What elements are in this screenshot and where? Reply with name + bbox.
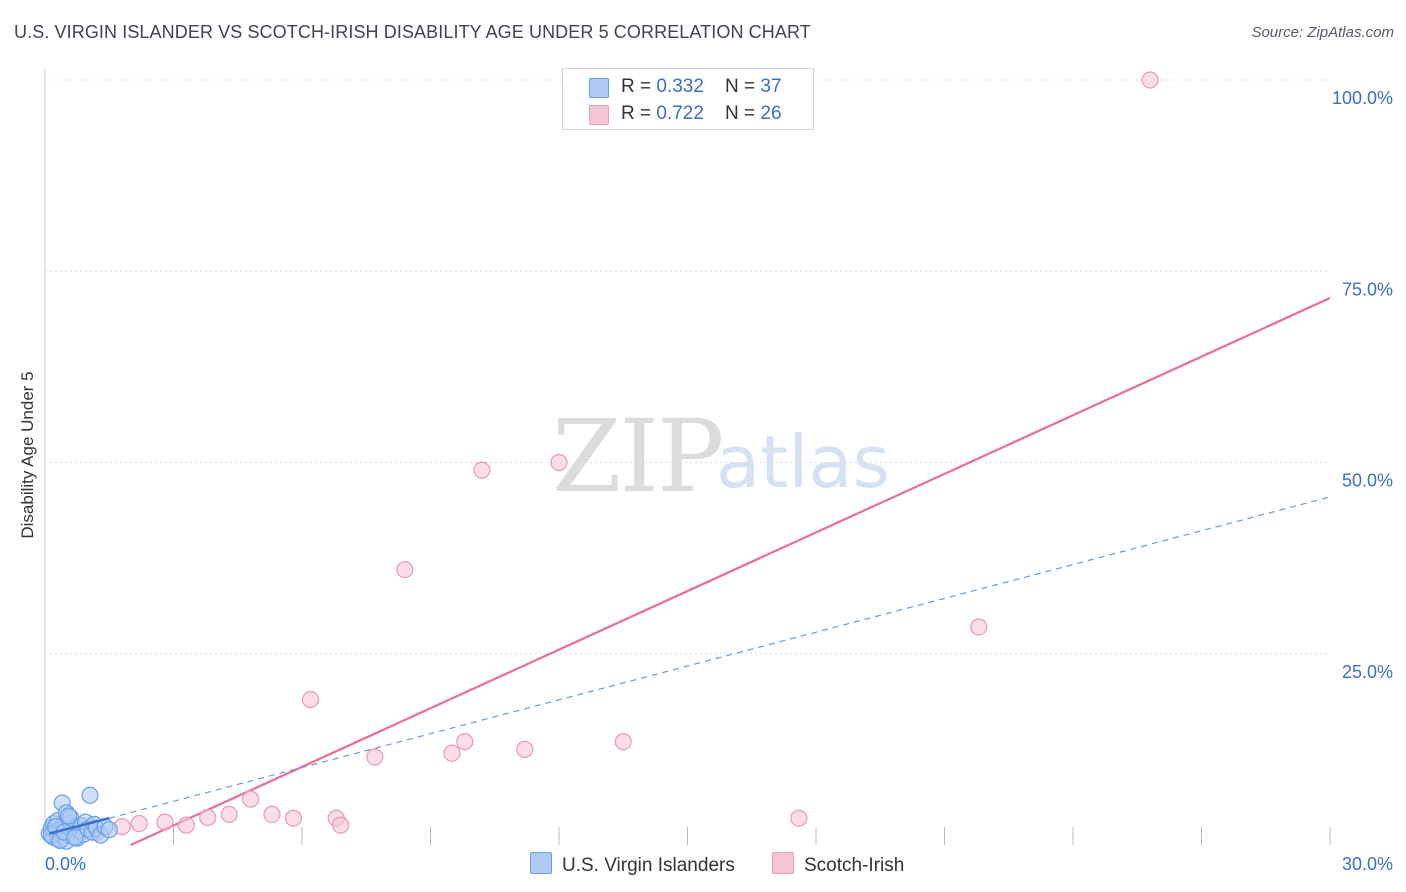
bottom-legend-swatch-blue (530, 852, 552, 874)
data-point-scotch-irish (1141, 71, 1159, 89)
bottom-legend-virgin-islanders: U.S. Virgin Islanders (530, 852, 735, 877)
legend-swatch-blue (589, 78, 609, 98)
trendline-virgin-islanders-solid (48, 817, 110, 835)
x-tick-label: 0.0% (45, 854, 86, 874)
data-point-scotch-irish (396, 560, 414, 579)
data-point-virgin-islanders (100, 821, 118, 839)
data-point-scotch-irish (473, 461, 491, 479)
watermark-zip: ZIP (552, 398, 724, 515)
data-point-scotch-irish (366, 748, 384, 766)
data-point-scotch-irish (177, 816, 195, 834)
legend-r-label: R = (621, 76, 657, 97)
legend-r-label: R = (621, 103, 657, 124)
data-point-scotch-irish (156, 813, 174, 831)
data-point-scotch-irish (516, 740, 534, 758)
bottom-legend-swatch-pink (772, 852, 794, 874)
y-tick-label: 75.0% (1342, 279, 1393, 299)
data-point-scotch-irish (130, 814, 148, 833)
data-point-virgin-islanders (66, 828, 84, 846)
data-point-scotch-irish (550, 453, 568, 472)
bottom-legend-label: U.S. Virgin Islanders (562, 855, 735, 876)
legend-r-value: 0.722 (656, 103, 704, 124)
legend-r-value: 0.332 (656, 76, 704, 97)
data-point-scotch-irish (614, 733, 632, 751)
data-point-virgin-islanders (81, 786, 99, 804)
data-point-scotch-irish (284, 809, 303, 827)
data-point-scotch-irish (263, 805, 281, 824)
trendline-virgin-islanders-dashed (109, 496, 1331, 819)
x-tick-label: 30.0% (1342, 854, 1393, 874)
legend-n-label: N = (725, 76, 761, 97)
bottom-legend-scotch-irish: Scotch-Irish (772, 852, 904, 877)
y-tick-label: 25.0% (1342, 662, 1393, 682)
y-tick-label: 100.0% (1332, 88, 1393, 108)
correlation-legend: R = 0.332 N = 37 R = 0.722 N = 26 (562, 68, 814, 130)
data-point-scotch-irish (790, 809, 808, 827)
bottom-legend-label: Scotch-Irish (804, 855, 905, 876)
data-point-scotch-irish (456, 733, 474, 751)
data-point-scotch-irish (242, 790, 260, 808)
y-axis-label: Disability Age Under 5 (18, 371, 37, 539)
y-tick-label: 50.0% (1342, 471, 1393, 491)
legend-n-value: 37 (760, 76, 782, 97)
source-credit: Source: ZipAtlas.com (1251, 24, 1394, 41)
data-point-scotch-irish (443, 744, 461, 762)
legend-n-value: 26 (760, 103, 782, 124)
data-point-scotch-irish (220, 805, 238, 824)
data-point-virgin-islanders (59, 807, 78, 825)
chart-title: U.S. VIRGIN ISLANDER VS SCOTCH-IRISH DIS… (14, 22, 811, 42)
trendline-scotch-irish (130, 297, 1331, 847)
data-point-scotch-irish (331, 816, 350, 834)
data-point-scotch-irish (199, 808, 217, 827)
data-point-scotch-irish (970, 618, 988, 636)
legend-n-label: N = (725, 103, 761, 124)
legend-swatch-pink (589, 105, 609, 125)
data-point-scotch-irish (301, 691, 320, 709)
